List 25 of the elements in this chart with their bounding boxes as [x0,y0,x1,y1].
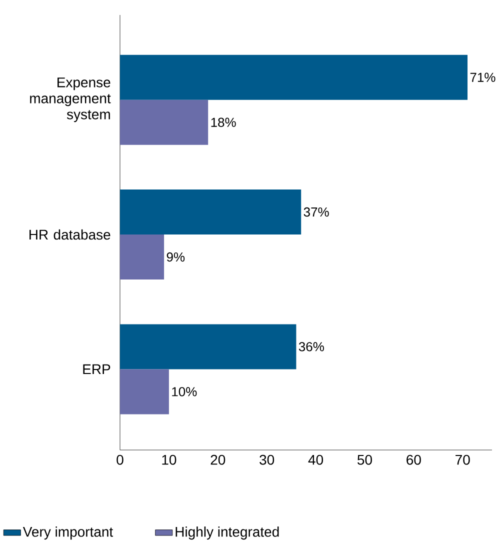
x-tick-label: 60 [406,454,421,465]
data-label: 71% [470,72,496,82]
data-label: 36% [298,342,324,352]
data-label: 9% [166,252,185,262]
y-tick-label: Expense management system [30,78,111,122]
data-label: 18% [211,118,236,127]
bar [120,324,296,370]
data-label: 10% [172,387,197,396]
bar [120,369,169,414]
bar [120,100,208,145]
legend-label: Very important [22,526,114,540]
x-tick-label: 0 [116,454,124,465]
x-tick-label: 70 [456,454,470,465]
y-tick-label: ERP [83,364,110,374]
x-tick-label: 20 [210,454,226,465]
x-tick-label: 40 [308,454,324,465]
x-tick-label: 30 [260,454,274,465]
bar [120,234,164,280]
x-tick-label: 10 [162,454,176,465]
legend-label: Highly integrated [176,526,279,540]
bar [120,190,302,235]
y-tick-label: HR database [30,229,110,240]
x-tick-label: 50 [358,454,372,465]
data-label: 37% [304,207,329,217]
bar [120,54,468,100]
